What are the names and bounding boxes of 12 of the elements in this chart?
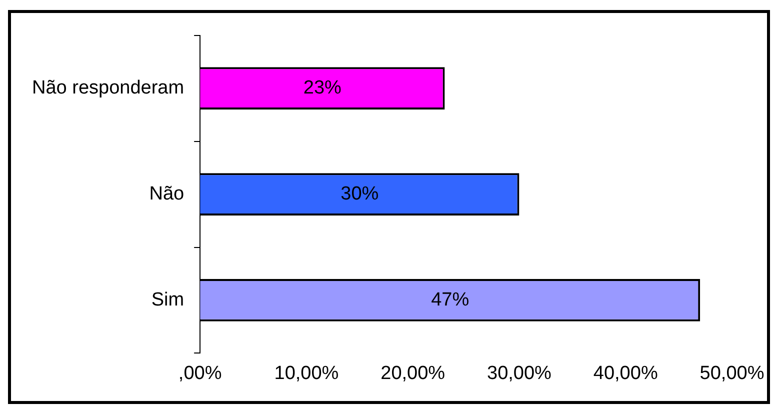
x-tick-label: ,00% <box>178 362 222 384</box>
x-tick-label: 10,00% <box>274 362 339 384</box>
x-tick-label: 30,00% <box>487 362 552 384</box>
data-label: 47% <box>431 289 470 310</box>
x-tick-label: 40,00% <box>593 362 658 384</box>
y-tick-label: Não <box>149 184 184 205</box>
y-tick-label: Sim <box>151 289 184 310</box>
x-tick-label: 50,00% <box>700 362 764 384</box>
data-label: 23% <box>303 78 342 99</box>
data-label: 30% <box>340 184 379 205</box>
y-tick-label: Não responderam <box>32 78 184 99</box>
x-tick-label: 20,00% <box>380 362 446 384</box>
